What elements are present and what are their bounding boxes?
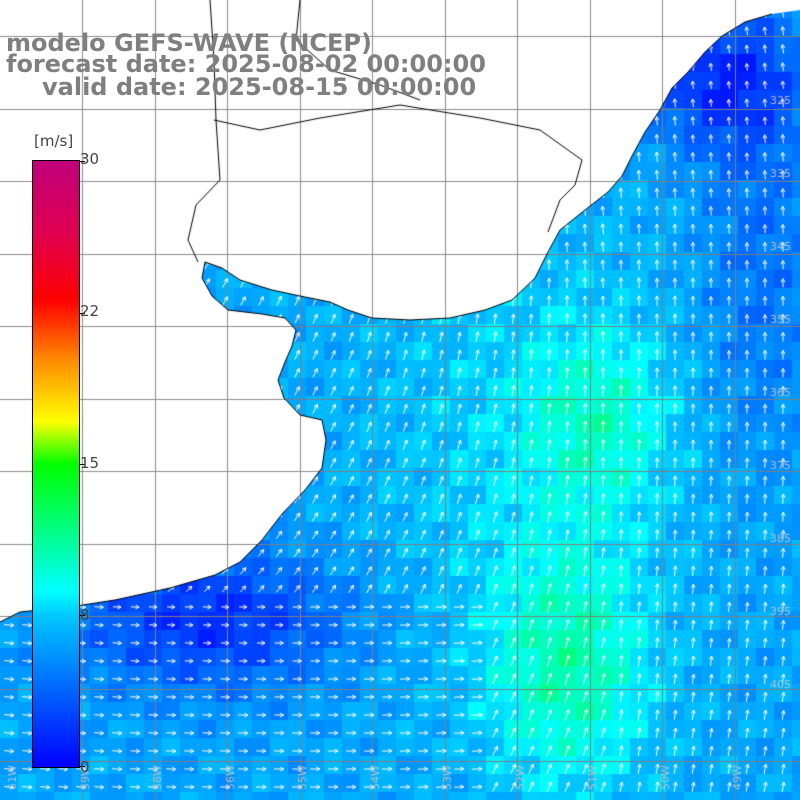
model-title: modelo GEFS-WAVE (NCEP) bbox=[6, 29, 372, 57]
colorbar bbox=[32, 160, 80, 768]
valid-date: valid date: 2025-08-15 00:00:00 bbox=[42, 73, 477, 101]
colorbar-tick-label: 30 bbox=[80, 150, 100, 168]
colorbar-tick-label: 0 bbox=[80, 758, 90, 776]
colorbar-tick-label: 15 bbox=[80, 454, 100, 472]
colorbar-tick-mark bbox=[79, 464, 85, 465]
forecast-date: forecast date: 2025-08-02 00:00:00 bbox=[6, 50, 486, 78]
colorbar-unit: [m/s] bbox=[34, 132, 74, 150]
colorbar-tick-mark bbox=[79, 161, 85, 162]
colorbar-tick-label: 8 bbox=[80, 606, 90, 624]
colorbar-tick-label: 22 bbox=[80, 302, 100, 320]
colorbar-tick-mark bbox=[79, 313, 85, 314]
colorbar-tick-mark bbox=[79, 766, 85, 767]
colorbar-tick-mark bbox=[79, 615, 85, 616]
